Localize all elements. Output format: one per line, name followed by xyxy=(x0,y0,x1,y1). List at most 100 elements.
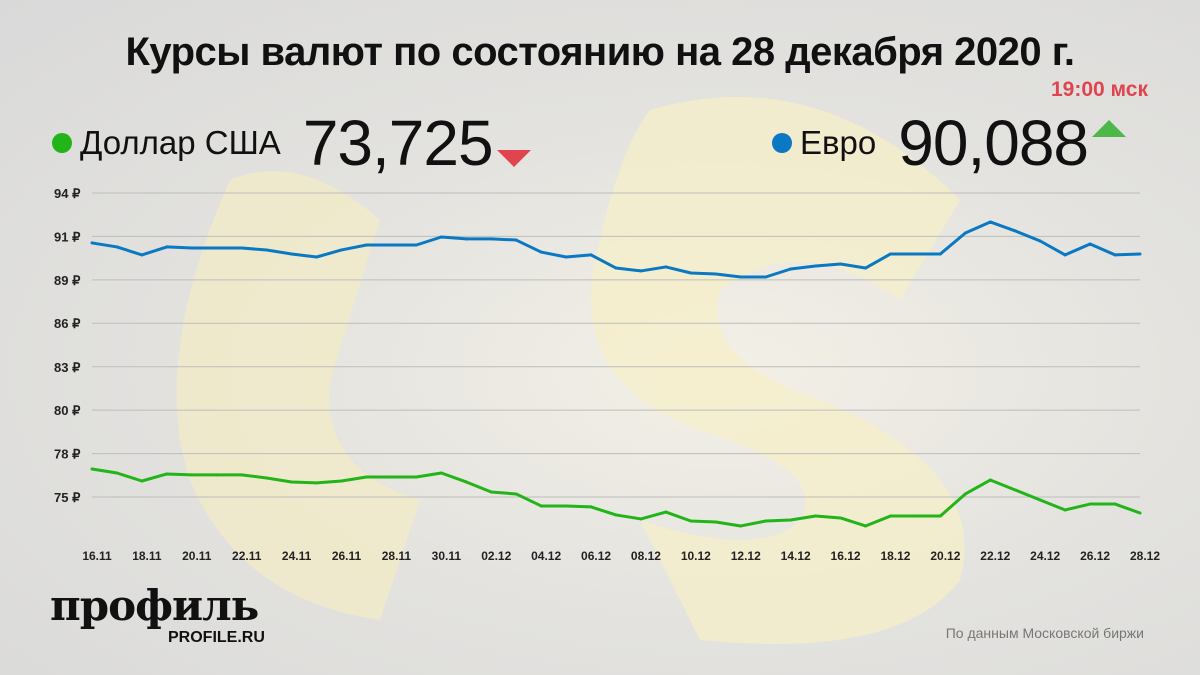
usd-dot-icon xyxy=(52,133,72,153)
data-point xyxy=(938,514,942,518)
y-tick-label: 75 ₽ xyxy=(54,490,81,505)
data-point xyxy=(839,262,843,266)
data-point xyxy=(265,248,269,252)
data-point xyxy=(90,241,94,245)
x-tick-label: 04.12 xyxy=(531,549,561,563)
data-point xyxy=(988,220,992,224)
data-point xyxy=(664,510,668,514)
data-point xyxy=(1138,511,1142,515)
data-point xyxy=(539,504,543,508)
usd-label: Доллар США xyxy=(80,124,281,161)
data-point xyxy=(639,269,643,273)
data-point xyxy=(240,473,244,477)
data-point xyxy=(888,252,892,256)
usd-rate: 73,725 xyxy=(302,107,494,179)
data-point xyxy=(789,267,793,271)
data-point xyxy=(764,519,768,523)
data-point xyxy=(115,471,119,475)
data-source: По данным Московской биржи xyxy=(945,625,1144,641)
data-point xyxy=(988,478,992,482)
data-point xyxy=(265,476,269,480)
data-point xyxy=(215,246,219,250)
data-point xyxy=(215,473,219,477)
x-tick-label: 08.12 xyxy=(631,549,661,563)
x-tick-label: 26.11 xyxy=(332,549,362,563)
data-point xyxy=(913,514,917,518)
data-point xyxy=(389,243,393,247)
data-point xyxy=(165,245,169,249)
x-tick-label: 20.11 xyxy=(182,549,212,563)
data-point xyxy=(165,472,169,476)
legend-eur: Евро 90,088 xyxy=(772,108,1126,178)
data-point xyxy=(564,504,568,508)
x-tick-label: 28.11 xyxy=(382,549,412,563)
data-point xyxy=(290,480,294,484)
triangle-up-icon xyxy=(1092,119,1126,137)
x-tick-label: 24.12 xyxy=(1030,549,1060,563)
data-point xyxy=(364,475,368,479)
data-point xyxy=(190,473,194,477)
data-point xyxy=(290,252,294,256)
data-point xyxy=(340,248,344,252)
data-point xyxy=(539,250,543,254)
data-point xyxy=(315,481,319,485)
data-point xyxy=(1063,253,1067,257)
data-point xyxy=(90,467,94,471)
data-point xyxy=(1088,242,1092,246)
data-point xyxy=(489,490,493,494)
data-point xyxy=(963,492,967,496)
data-point xyxy=(888,514,892,518)
data-point xyxy=(1138,252,1142,256)
data-point xyxy=(514,238,518,242)
data-point xyxy=(1113,502,1117,506)
x-tick-label: 28.12 xyxy=(1130,549,1160,563)
y-tick-label: 78 ₽ xyxy=(54,447,81,462)
x-tick-label: 22.12 xyxy=(980,549,1010,563)
data-point xyxy=(664,265,668,269)
data-point xyxy=(589,505,593,509)
data-point xyxy=(364,243,368,247)
data-point xyxy=(439,471,443,475)
data-point xyxy=(340,479,344,483)
data-point xyxy=(739,275,743,279)
y-tick-label: 94 ₽ xyxy=(54,186,81,201)
data-point xyxy=(240,246,244,250)
data-point xyxy=(689,271,693,275)
data-point xyxy=(789,518,793,522)
profile-logo: профиль xyxy=(50,581,259,630)
y-tick-label: 86 ₽ xyxy=(54,316,81,331)
data-point xyxy=(864,524,868,528)
data-point xyxy=(1113,253,1117,257)
data-point xyxy=(464,237,468,241)
x-tick-label: 30.11 xyxy=(432,549,462,563)
chart-title: Курсы валют по состоянию на 28 декабря 2… xyxy=(125,30,1075,74)
data-point xyxy=(1038,239,1042,243)
x-tick-label: 10.12 xyxy=(681,549,711,563)
y-tick-label: 80 ₽ xyxy=(54,403,81,418)
x-tick-label: 24.11 xyxy=(282,549,312,563)
data-point xyxy=(913,252,917,256)
data-point xyxy=(1038,498,1042,502)
data-point xyxy=(689,519,693,523)
triangle-down-icon xyxy=(496,149,531,167)
eur-label: Евро xyxy=(800,124,877,161)
data-point xyxy=(714,272,718,276)
data-point xyxy=(464,480,468,484)
data-point xyxy=(938,252,942,256)
data-point xyxy=(1088,502,1092,506)
x-tick-label: 18.12 xyxy=(880,549,910,563)
y-tick-label: 83 ₽ xyxy=(54,360,81,375)
data-point xyxy=(389,475,393,479)
data-point xyxy=(1013,229,1017,233)
data-point xyxy=(814,264,818,268)
data-point xyxy=(414,243,418,247)
data-point xyxy=(140,479,144,483)
eur-rate: 90,088 xyxy=(898,107,1089,179)
x-tick-label: 06.12 xyxy=(581,549,611,563)
x-tick-label: 20.12 xyxy=(930,549,960,563)
data-point xyxy=(714,520,718,524)
x-tick-label: 26.12 xyxy=(1080,549,1110,563)
x-tick-label: 16.11 xyxy=(82,549,112,563)
x-tick-label: 14.12 xyxy=(781,549,811,563)
